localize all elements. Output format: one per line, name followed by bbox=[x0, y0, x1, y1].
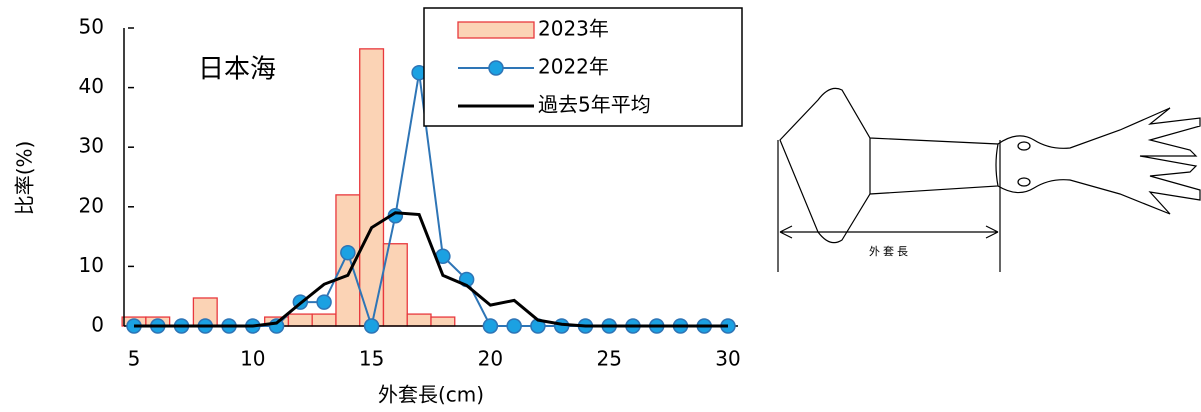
x-axis-label: 外套長(cm) bbox=[378, 383, 484, 407]
marker bbox=[341, 246, 355, 260]
y-tick-label: 50 bbox=[79, 15, 104, 39]
y-tick-label: 40 bbox=[79, 74, 104, 98]
bar bbox=[431, 317, 455, 326]
marker bbox=[483, 319, 497, 333]
marker bbox=[365, 319, 379, 333]
y-tick-label: 10 bbox=[79, 253, 104, 277]
x-tick-label: 10 bbox=[240, 347, 265, 371]
y-tick-label: 0 bbox=[91, 313, 104, 337]
line bbox=[134, 213, 728, 326]
legend-label: 過去5年平均 bbox=[538, 93, 651, 117]
legend-label: 2023年 bbox=[538, 17, 609, 41]
annotation: 日本海 bbox=[198, 55, 276, 85]
legend-swatch bbox=[458, 22, 534, 38]
marker bbox=[507, 319, 521, 333]
x-tick-label: 5 bbox=[128, 347, 141, 371]
y-tick-label: 20 bbox=[79, 193, 104, 217]
bar bbox=[312, 314, 336, 326]
squid-diagram bbox=[778, 88, 1200, 272]
x-tick-label: 20 bbox=[478, 347, 503, 371]
x-tick-label: 30 bbox=[715, 347, 740, 371]
legend-marker bbox=[489, 61, 503, 75]
diagram-label: 外套長 bbox=[869, 245, 911, 258]
y-tick-label: 30 bbox=[79, 134, 104, 158]
chart: 日本海 外套長(cm) 比率(%) 外套長 0 10 20 30 40 50 5 10 15 20… bbox=[0, 0, 1201, 412]
x-tick-label: 15 bbox=[359, 347, 384, 371]
y-axis-label: 比率(%) bbox=[13, 141, 37, 216]
x-tick-label: 25 bbox=[596, 347, 621, 371]
legend-label: 2022年 bbox=[538, 55, 609, 79]
marker bbox=[317, 295, 331, 309]
bar bbox=[407, 314, 431, 326]
bar bbox=[288, 314, 312, 326]
